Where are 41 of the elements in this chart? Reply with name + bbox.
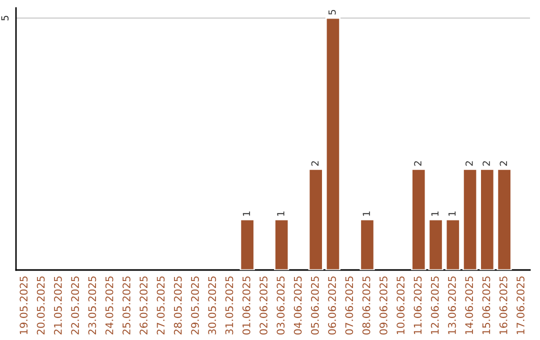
data-label: 1 xyxy=(448,212,456,216)
x-tick-label: 13.06.2025 xyxy=(448,276,456,334)
x-tick-label: 22.05.2025 xyxy=(71,276,79,334)
x-tick-label: 12.06.2025 xyxy=(430,276,439,334)
x-tick-label: 29.05.2025 xyxy=(191,276,199,334)
x-tick-label: 25.05.2025 xyxy=(122,276,130,334)
x-tick-label: 23.05.2025 xyxy=(88,276,96,334)
x-tick-label: 11.06.2025 xyxy=(414,276,422,334)
data-label: 5 xyxy=(328,10,336,15)
x-tick-label: 10.06.2025 xyxy=(396,276,405,334)
x-tick-label: 04.06.2025 xyxy=(294,276,302,335)
x-tick-label: 09.06.2025 xyxy=(380,276,388,335)
x-tick-label: 21.05.2025 xyxy=(54,276,62,334)
x-tick-label: 02.06.2025 xyxy=(260,276,268,335)
x-tick-label: 01.06.2025 xyxy=(242,276,250,335)
x-tick-label: 03.06.2025 xyxy=(276,276,285,335)
x-tick-label: 08.06.2025 xyxy=(362,276,370,335)
x-tick-label: 26.05.2025 xyxy=(140,276,148,334)
data-label: 1 xyxy=(242,212,250,216)
x-tick-label: 24.05.2025 xyxy=(105,276,114,334)
x-tick-label: 17.06.2025 xyxy=(516,276,524,334)
x-tick-label: 05.06.2025 xyxy=(310,276,319,335)
data-label: 2 xyxy=(414,161,422,166)
data-label: 2 xyxy=(482,161,490,166)
x-tick-label: 06.06.2025 xyxy=(328,276,336,335)
x-tick-label: 27.05.2025 xyxy=(156,276,165,334)
x-tick-label: 14.06.2025 xyxy=(465,276,474,334)
x-tick-label: 07.06.2025 xyxy=(345,276,354,335)
x-tick-label: 30.05.2025 xyxy=(208,276,216,334)
x-tick-label: 16.06.2025 xyxy=(499,276,508,334)
data-label: 1 xyxy=(277,212,284,216)
x-tick-label: 15.06.2025 xyxy=(482,276,490,334)
x-tick-label: 31.05.2025 xyxy=(225,276,234,334)
x-tick-label: 20.05.2025 xyxy=(36,276,45,334)
data-label: 1 xyxy=(431,212,438,216)
x-tick-label: 28.05.2025 xyxy=(174,276,182,334)
data-label: 2 xyxy=(466,161,473,166)
data-label: 1 xyxy=(362,212,370,216)
x-tick-label: 19.05.2025 xyxy=(20,276,28,334)
data-label: 2 xyxy=(311,161,319,166)
data-label: 2 xyxy=(500,161,507,166)
